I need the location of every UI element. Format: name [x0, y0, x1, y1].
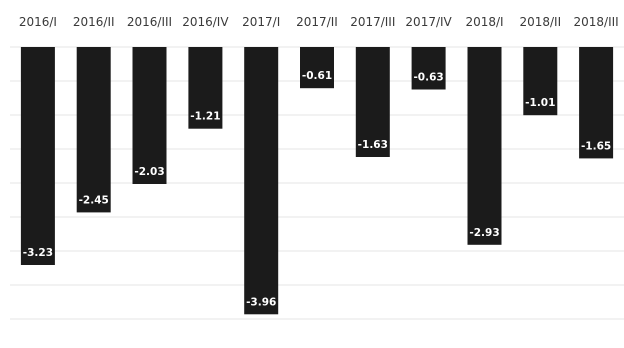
gridlines	[10, 46, 624, 320]
category-label-1: 2016/I	[19, 15, 57, 29]
value-label-10: -1.01	[525, 97, 555, 109]
bar-6	[300, 47, 334, 89]
value-label-7: -1.63	[358, 139, 388, 151]
value-labels: -3.23 -2.45 -2.03 -1.21 -3.96 -0.61 -1.63 -0.63…	[23, 70, 611, 308]
value-label-9: -2.93	[469, 227, 499, 239]
bars	[20, 47, 614, 315]
value-label-8: -0.63	[413, 72, 443, 84]
category-label-3: 2016/III	[127, 15, 172, 29]
bar-5	[244, 47, 279, 315]
value-label-5: -3.96	[246, 296, 276, 308]
value-label-6: -0.61	[302, 70, 332, 82]
category-label-4: 2016/IV	[182, 15, 229, 29]
bar-2	[76, 47, 111, 213]
category-label-6: 2017/II	[296, 15, 338, 29]
category-label-7: 2017/III	[350, 15, 395, 29]
category-label-5: 2017/I	[242, 15, 280, 29]
category-label-10: 2018/II	[519, 15, 561, 29]
value-label-4: -1.21	[190, 111, 220, 123]
value-label-2: -2.45	[79, 194, 109, 206]
category-labels: 2016/I 2016/II 2016/III 2016/IV 2017/I 2017/I…	[19, 15, 619, 29]
bar-10	[523, 47, 558, 116]
category-label-11: 2018/III	[573, 15, 618, 29]
bar-8	[411, 47, 446, 90]
bar-1	[20, 47, 55, 265]
bar-3	[132, 47, 167, 184]
value-label-11: -1.65	[581, 140, 611, 152]
category-label-2: 2016/II	[73, 15, 115, 29]
bar-9	[467, 47, 502, 245]
bar-7	[355, 47, 390, 157]
value-label-3: -2.03	[134, 166, 164, 178]
category-label-9: 2018/I	[465, 15, 503, 29]
bar-4	[188, 47, 223, 129]
value-label-1: -3.23	[23, 247, 53, 259]
category-label-8: 2017/IV	[405, 15, 452, 29]
bar-11	[579, 47, 614, 159]
